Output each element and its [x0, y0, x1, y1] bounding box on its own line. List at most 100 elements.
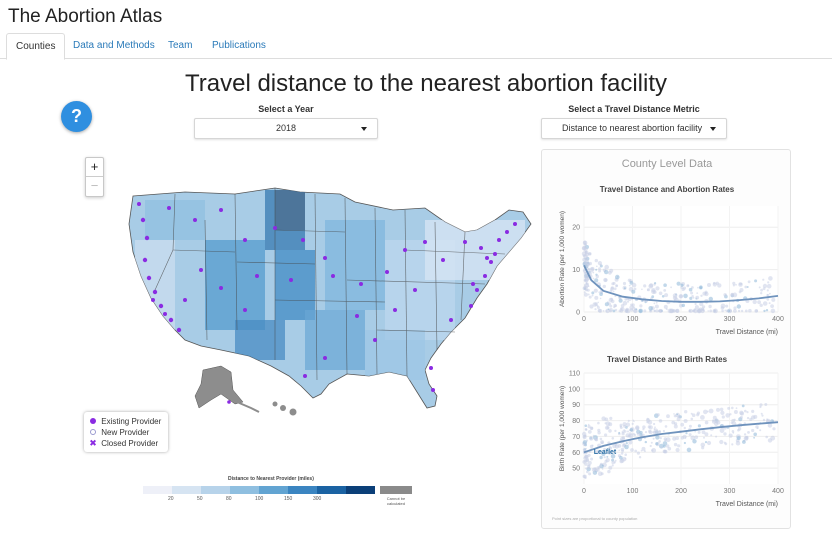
tab-data-and-methods[interactable]: Data and Methods	[73, 40, 155, 51]
scatter-point	[649, 444, 652, 448]
scatter-point	[769, 292, 771, 295]
scatter-point	[727, 406, 731, 410]
scatter-point	[590, 426, 594, 430]
scatter-point	[636, 432, 641, 436]
scatter-point	[685, 432, 688, 435]
scatter-point	[584, 476, 587, 480]
scatter-point	[759, 403, 763, 407]
scatter-point	[668, 308, 674, 314]
x-mark-icon: ✖	[89, 438, 97, 448]
x-axis-label: Travel Distance (mi)	[716, 501, 778, 508]
scatter-point	[597, 431, 601, 435]
scatter-point	[584, 259, 589, 264]
color-scale-swatch	[259, 486, 288, 494]
scatter-point	[673, 442, 678, 447]
scatter-point	[609, 416, 613, 420]
scatter-point	[760, 288, 763, 292]
x-axis-label: Travel Distance (mi)	[716, 329, 778, 336]
tab-counties[interactable]: Counties	[6, 33, 66, 60]
scatter-point	[700, 294, 703, 297]
scatter-point	[604, 302, 609, 307]
x-tick-label: 0	[582, 316, 586, 323]
scatter-point	[712, 281, 716, 285]
scatter-point	[598, 267, 601, 271]
scatter-point	[612, 281, 616, 285]
scatter-point	[699, 285, 703, 289]
scatter-point	[587, 464, 591, 468]
scatter-point	[604, 269, 609, 275]
color-scale-na-label: Cannot be calculated	[386, 496, 406, 506]
scatter-point	[654, 282, 657, 285]
scatter-point	[584, 283, 589, 288]
y-tick-label: 70	[572, 434, 580, 441]
scatter-point	[763, 309, 766, 313]
scatter-point	[597, 421, 600, 425]
scatter-point	[627, 419, 630, 422]
scatter-point	[592, 271, 595, 274]
tab-publications[interactable]: Publications	[212, 40, 266, 51]
scatter-point	[688, 309, 691, 312]
scatter-point	[744, 285, 748, 289]
tab-bar: Counties Data and Methods Team Publicati…	[0, 33, 832, 60]
y-tick-label: 20	[572, 225, 580, 232]
scatter-point	[628, 440, 633, 445]
scatter-point	[715, 435, 718, 438]
scatter-point	[631, 289, 636, 294]
metric-select[interactable]: Distance to nearest abortion facility	[541, 118, 727, 139]
tab-team[interactable]: Team	[168, 40, 193, 51]
scatter-point	[614, 459, 617, 462]
us-county-map[interactable]	[125, 180, 545, 440]
scatter-point	[683, 293, 688, 299]
birth-rate-chart[interactable]: 50 60 70 80 90 100 110 0 100 200 300 400 Travel Dist…	[542, 365, 792, 510]
scatter-point	[653, 428, 659, 433]
scatter-point	[675, 309, 680, 313]
scatter-point	[663, 304, 668, 309]
scatter-point	[584, 278, 589, 283]
scatter-point	[676, 413, 679, 416]
scatter-point	[697, 424, 701, 428]
chart-annotation: Leaflet	[594, 449, 617, 456]
scatter-point	[733, 306, 737, 310]
y-tick-label: 110	[569, 371, 580, 378]
purple-dot-icon	[89, 416, 97, 427]
scatter-point	[760, 412, 763, 415]
scatter-point	[700, 442, 706, 448]
scatter-point	[601, 416, 606, 421]
scatter-point	[655, 309, 659, 313]
scatter-point	[672, 436, 677, 441]
scatter-point	[588, 295, 592, 299]
scatter-point	[601, 468, 604, 470]
scatter-point	[651, 295, 655, 299]
zoom-out-button[interactable]: −	[90, 178, 99, 193]
help-button[interactable]: ?	[61, 101, 92, 132]
scatter-point	[766, 283, 772, 289]
scatter-point	[732, 431, 735, 434]
scatter-point	[601, 451, 606, 457]
scatter-point	[737, 427, 742, 431]
color-scale-bar	[143, 486, 375, 494]
scatter-point	[653, 422, 656, 426]
scatter-point	[696, 413, 700, 417]
scatter-point	[695, 295, 700, 300]
scatter-point	[599, 437, 603, 441]
scatter-point	[626, 300, 630, 303]
scatter-point	[587, 293, 590, 296]
zoom-in-button[interactable]: +	[86, 158, 103, 177]
scatter-point	[583, 434, 586, 437]
year-select[interactable]: 2018	[194, 118, 378, 139]
metric-select-label: Select a Travel Distance Metric	[568, 104, 700, 114]
scatter-point	[625, 433, 630, 438]
app-title: The Abortion Atlas	[8, 6, 163, 27]
scatter-point	[683, 441, 686, 445]
scatter-point	[766, 297, 770, 301]
scatter-point	[643, 284, 647, 288]
scatter-point	[739, 288, 744, 292]
scatter-point	[676, 417, 681, 422]
scatter-point	[694, 302, 697, 306]
scatter-point	[594, 278, 599, 283]
scatter-point	[686, 447, 692, 453]
scatter-point	[690, 435, 696, 441]
scatter-point	[630, 448, 634, 452]
